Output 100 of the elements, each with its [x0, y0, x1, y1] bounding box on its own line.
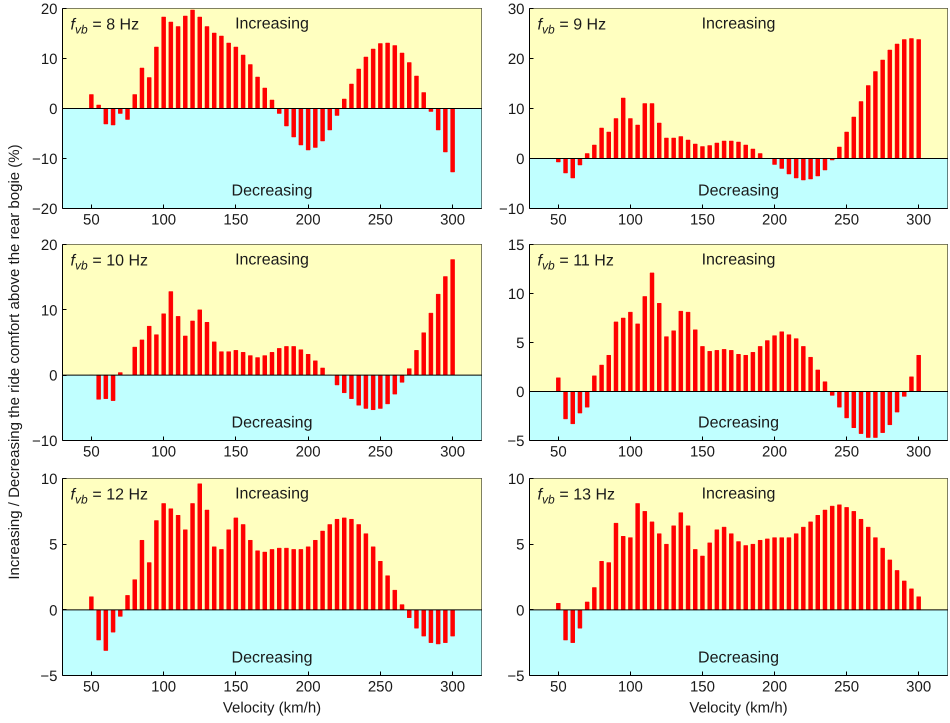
bar: [858, 101, 864, 159]
bar: [320, 108, 325, 142]
bar: [146, 77, 152, 109]
bar: [563, 158, 568, 174]
y-tick-label: 10: [40, 302, 58, 320]
bar: [240, 524, 246, 610]
bar: [556, 378, 561, 392]
bar: [183, 336, 188, 376]
bar: [140, 68, 144, 109]
bar: [772, 537, 777, 610]
x-tick-label: 150: [690, 444, 715, 460]
bar: [443, 108, 448, 152]
bar: [584, 153, 590, 159]
bar: [578, 158, 582, 166]
bar: [707, 351, 712, 392]
bar: [916, 596, 921, 610]
bar: [328, 524, 332, 610]
bar: [240, 352, 246, 376]
bar: [450, 610, 455, 636]
bar: [328, 108, 332, 130]
bar: [837, 391, 842, 408]
bar: [291, 549, 296, 610]
y-tick-label: −10: [32, 151, 58, 168]
band-label: Decreasing: [232, 182, 312, 200]
bar: [852, 116, 856, 159]
bar: [262, 355, 268, 376]
bar: [168, 291, 174, 376]
bar: [729, 533, 734, 610]
y-tick-label: 0: [49, 602, 58, 620]
bar: [392, 374, 398, 394]
y-axis-title: Increasing / Decreasing the ride comfort above the rear bogie (%): [6, 144, 23, 580]
bar: [880, 548, 885, 610]
bar: [226, 529, 231, 610]
band-label: Increasing: [702, 486, 776, 502]
y-tick-label: 15: [508, 237, 525, 254]
bar: [204, 510, 210, 610]
x-axis-title: Velocity (km/h): [689, 700, 788, 716]
bar: [584, 602, 590, 610]
x-tick-label: 150: [223, 678, 248, 696]
bar: [378, 43, 383, 109]
bar: [750, 544, 756, 610]
bar: [349, 84, 354, 109]
x-tick-label: 50: [550, 212, 567, 228]
bar: [270, 100, 274, 109]
bar: [212, 546, 216, 610]
bar: [707, 542, 712, 610]
bar: [664, 544, 669, 610]
y-tick-label: 30: [508, 1, 525, 18]
x-tick-label: 200: [762, 212, 788, 228]
bar: [801, 158, 806, 180]
bar: [219, 549, 224, 610]
bar: [822, 510, 828, 610]
bar: [743, 144, 748, 159]
x-axis-title: Velocity (km/h): [222, 700, 322, 716]
bar: [837, 504, 842, 610]
bar: [750, 148, 756, 159]
bar: [414, 76, 419, 109]
bar: [392, 45, 398, 109]
x-tick-label: 100: [151, 444, 176, 460]
x-tick-label: 250: [368, 212, 393, 228]
bar: [635, 503, 640, 610]
y-tick-label: 0: [516, 602, 524, 620]
bar: [888, 391, 892, 426]
bar: [414, 610, 419, 628]
bar: [140, 540, 144, 610]
bar: [686, 526, 690, 610]
bar: [816, 515, 820, 610]
bar: [154, 334, 159, 376]
x-tick-label: 250: [368, 444, 393, 460]
bar: [313, 540, 318, 610]
y-tick-label: 5: [516, 536, 524, 554]
y-tick-label: 0: [49, 101, 58, 118]
bar: [686, 312, 690, 392]
band-label: Decreasing: [698, 650, 779, 666]
band-label: Increasing: [702, 16, 776, 32]
bar: [226, 42, 231, 109]
x-tick-label: 250: [834, 678, 860, 696]
bar: [110, 610, 116, 632]
bar: [808, 356, 813, 392]
bar: [298, 349, 304, 376]
bar: [671, 138, 676, 159]
bar: [628, 118, 633, 159]
x-tick-label: 250: [368, 678, 393, 696]
bar: [880, 60, 885, 159]
bar: [722, 526, 726, 610]
bar: [234, 46, 238, 109]
bar: [678, 136, 684, 159]
bar: [342, 98, 346, 109]
x-tick-label: 200: [762, 444, 788, 460]
y-tick-label: 0: [516, 384, 524, 401]
bar: [909, 38, 914, 159]
x-tick-label: 50: [83, 444, 100, 460]
x-tick-label: 300: [906, 444, 932, 460]
x-tick-label: 300: [440, 678, 466, 696]
bar: [176, 515, 180, 610]
bar: [118, 108, 123, 114]
bar: [822, 158, 828, 170]
bar: [765, 340, 770, 392]
bar: [916, 39, 921, 159]
bar: [334, 374, 340, 386]
